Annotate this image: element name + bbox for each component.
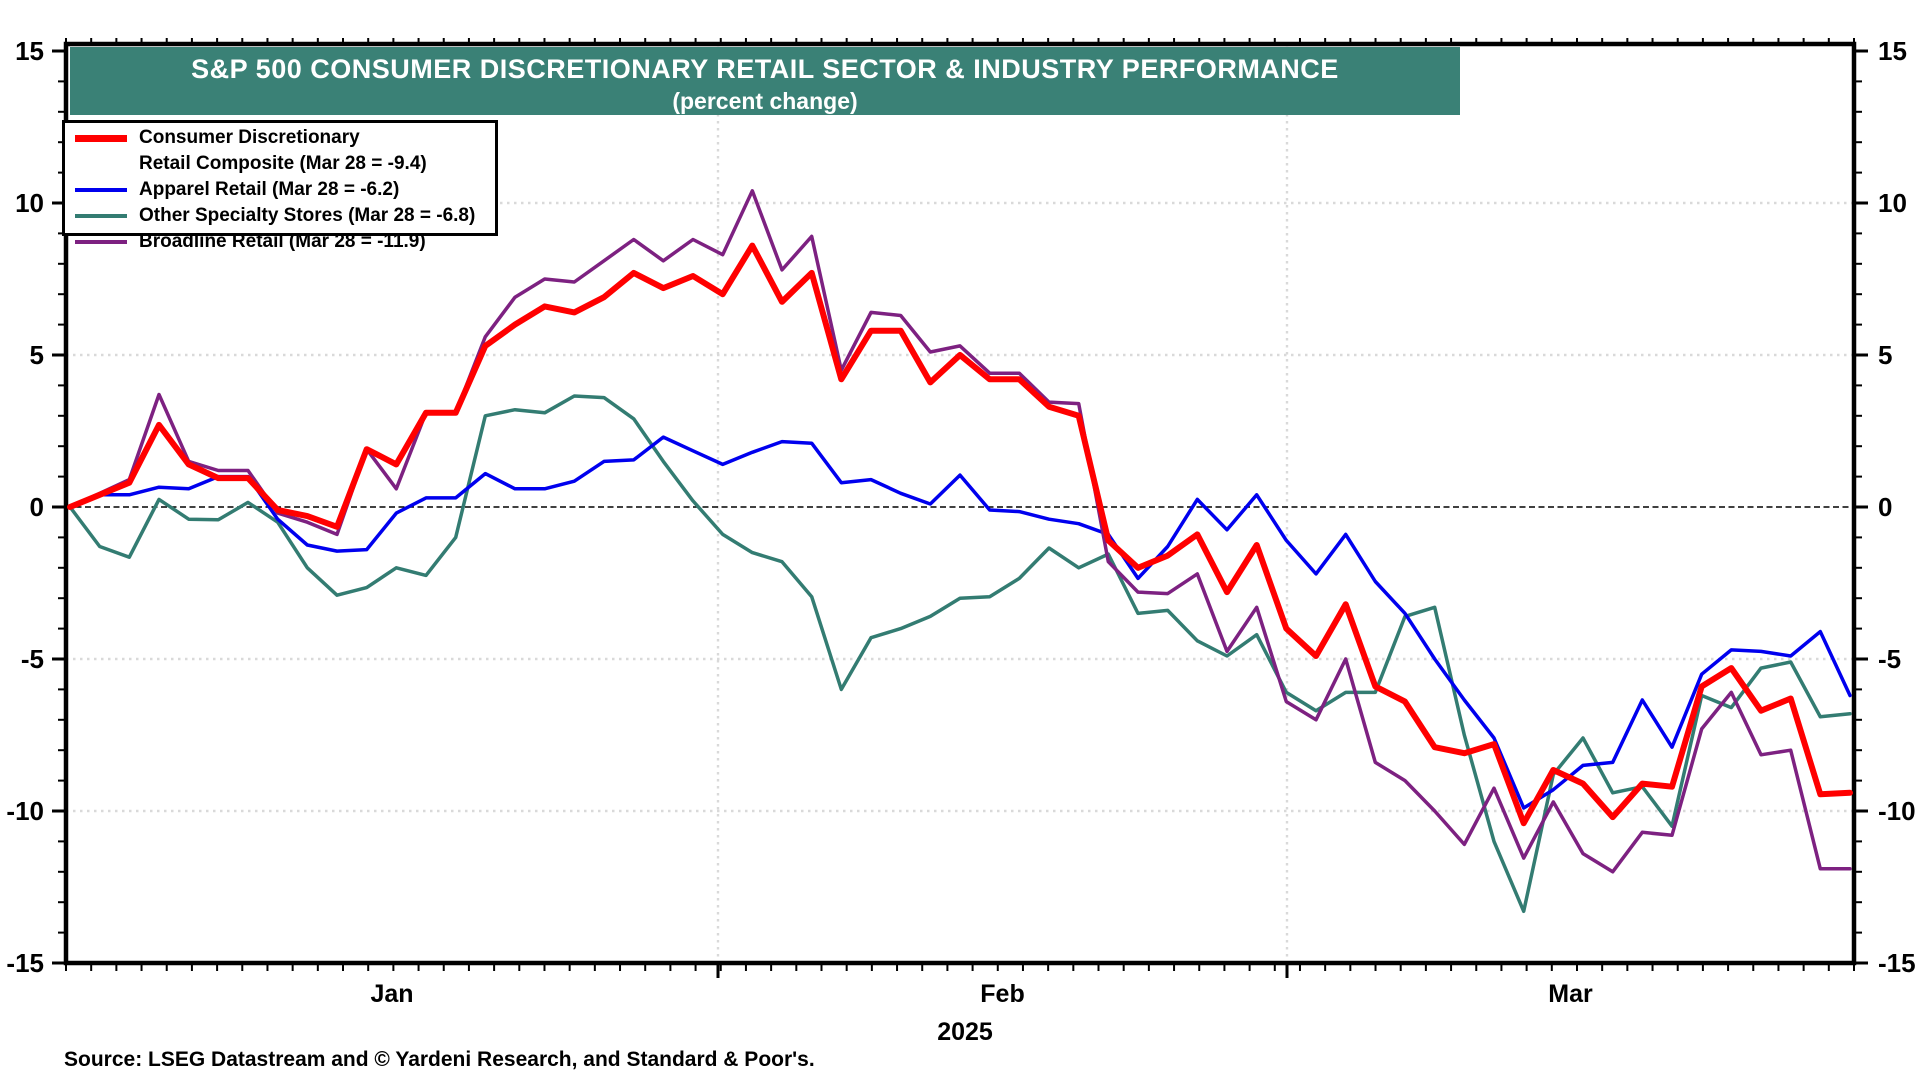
chart-subtitle: (percent change) [672,88,858,114]
y-axis-label-left-0: 0 [30,492,44,522]
legend-label: Consumer Discretionary [139,127,360,148]
legend-swatch-apparel-line [75,188,127,192]
y-axis-label-left-5: 5 [30,340,44,370]
title-banner: S&P 500 CONSUMER DISCRETIONARY RETAIL SE… [70,47,1460,115]
y-axis-label-right-0: 0 [1878,492,1892,522]
y-axis-label-left--10: -10 [6,796,44,826]
y-axis-label-right-15: 15 [1878,36,1907,66]
x-axis-label-feb: Feb [980,980,1024,1008]
y-axis-label-left--5: -5 [21,644,44,674]
source-attribution: Source: LSEG Datastream and © Yardeni Re… [64,1048,815,1071]
y-axis-label-left-15: 15 [15,36,44,66]
legend-label: Broadline Retail (Mar 28 = -11.9) [139,231,426,252]
series-line-other-specialty-stores [68,394,1852,914]
y-axis-label-right-5: 5 [1878,340,1892,370]
legend-swatch-other-specialty-line [75,214,127,218]
legend: Consumer Discretionary Retail Composite … [62,120,498,252]
y-axis-label-left-10: 10 [15,188,44,218]
y-axis-label-right--15: -15 [1878,948,1916,978]
legend-label: Apparel Retail (Mar 28 = -6.2) [139,179,400,200]
legend-item-composite-line2: Retail Composite (Mar 28 = -9.4) [139,151,495,177]
y-axis-label-right--5: -5 [1878,644,1901,674]
y-axis-label-right--10: -10 [1878,796,1916,826]
legend-item-other-specialty: Other Specialty Stores (Mar 28 = -6.8) [75,203,495,229]
legend-item-apparel: Apparel Retail (Mar 28 = -6.2) [75,177,495,203]
legend-label: Retail Composite (Mar 28 = -9.4) [139,153,427,174]
legend-swatch-broadline-line [75,240,127,244]
legend-item-broadline: Broadline Retail (Mar 28 = -11.9) [75,229,495,255]
x-axis-label-mar: Mar [1548,980,1593,1008]
legend-label: Other Specialty Stores (Mar 28 = -6.8) [139,205,476,226]
y-axis-label-left--15: -15 [6,948,44,978]
series-line-apparel-retail [68,435,1852,810]
plot-border [63,41,1857,966]
legend-swatch-composite-line [75,134,127,142]
chart-title: S&P 500 CONSUMER DISCRETIONARY RETAIL SE… [191,54,1339,84]
x-axis-label-jan: Jan [370,980,413,1008]
series-line-broadline-retail [68,189,1852,874]
x-axis-year-label: 2025 [937,1018,993,1046]
legend-item-composite: Consumer Discretionary [75,125,495,151]
series-line-consumer-discretionary-retail-composite [67,242,1853,827]
y-axis-label-right-10: 10 [1878,188,1907,218]
